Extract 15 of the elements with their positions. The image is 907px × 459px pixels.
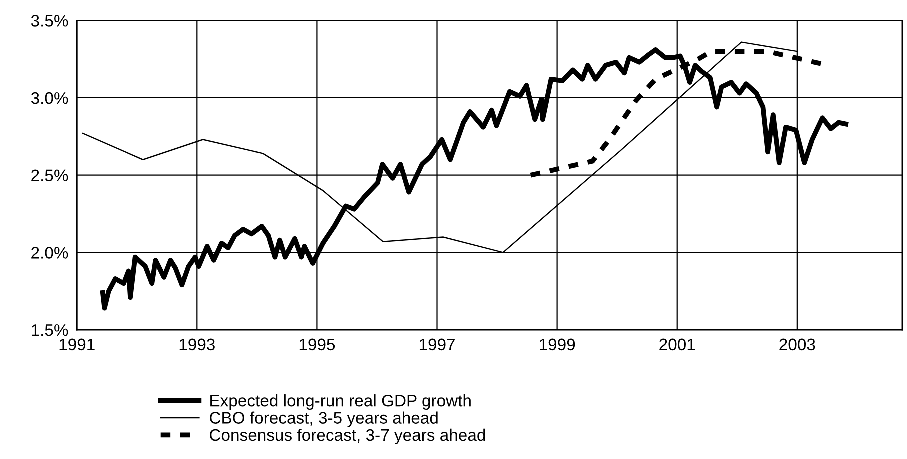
x-tick-label: 1993 <box>180 338 215 351</box>
legend-label: Expected long-run real GDP growth <box>210 394 471 410</box>
x-tick-label: 1999 <box>540 338 576 351</box>
x-tick-label: 2001 <box>660 338 696 351</box>
x-tick-label: 2003 <box>780 338 816 351</box>
y-tick-label: 3.5% <box>31 15 68 27</box>
y-tick-label: 2.0% <box>32 247 68 259</box>
y-tick-label: 1.5% <box>32 324 68 336</box>
legend-label: Consensus forecast, 3-7 years ahead <box>210 428 486 444</box>
y-tick-label: 3.0% <box>31 92 68 104</box>
y-tick-label: 2.5% <box>32 170 68 182</box>
x-tick-label: 1995 <box>300 338 336 351</box>
x-tick-label: 1991 <box>60 338 95 351</box>
x-tick-label: 1997 <box>420 338 455 351</box>
legend-label: CBO forecast, 3-5 years ahead <box>210 412 438 428</box>
